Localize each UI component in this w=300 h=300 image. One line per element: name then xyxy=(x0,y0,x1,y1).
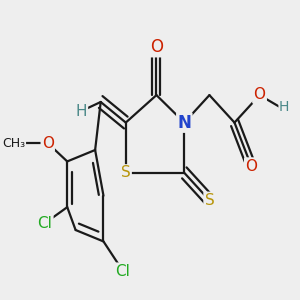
Text: O: O xyxy=(254,88,266,103)
Text: O: O xyxy=(42,136,54,151)
Text: H: H xyxy=(75,103,87,118)
Text: S: S xyxy=(205,193,214,208)
Text: O: O xyxy=(254,87,266,102)
Text: H: H xyxy=(279,100,290,114)
Text: O: O xyxy=(245,158,257,173)
Text: N: N xyxy=(177,114,191,132)
Text: Cl: Cl xyxy=(116,264,130,279)
Text: Cl: Cl xyxy=(38,216,52,231)
Text: CH₃: CH₃ xyxy=(2,136,26,150)
Text: S: S xyxy=(121,165,131,180)
Text: O: O xyxy=(150,38,163,56)
